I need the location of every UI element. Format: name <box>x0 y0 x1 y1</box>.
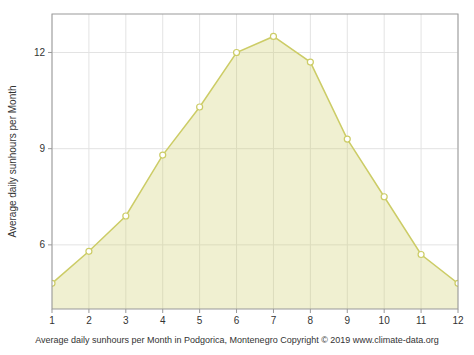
y-tick-label: 6 <box>39 239 45 250</box>
data-layer <box>52 33 458 309</box>
plot-frame <box>52 14 458 309</box>
marker <box>344 136 350 142</box>
x-tick-label: 3 <box>123 315 129 326</box>
x-tick-label: 1 <box>49 315 55 326</box>
grid <box>52 14 458 309</box>
x-tick <box>199 309 200 313</box>
y-tick <box>48 52 52 53</box>
x-tick-label: 8 <box>308 315 314 326</box>
x-tick-label: 10 <box>379 315 391 326</box>
chart-container: 1234567891011126912Average daily sunhour… <box>0 0 474 355</box>
x-tick <box>236 309 237 313</box>
x-axis-label: Average daily sunhours per Month in Podg… <box>35 335 439 345</box>
marker <box>86 248 92 254</box>
x-tick <box>162 309 163 313</box>
x-tick <box>310 309 311 313</box>
y-tick-label: 9 <box>39 143 45 154</box>
x-tick-label: 7 <box>271 315 277 326</box>
y-axis-label: Average daily sunhours per Month <box>7 85 18 237</box>
x-tick <box>88 309 89 313</box>
x-tick <box>384 309 385 313</box>
x-tick <box>421 309 422 313</box>
marker <box>381 194 387 200</box>
marker <box>234 49 240 55</box>
x-tick <box>52 309 53 313</box>
marker <box>418 251 424 257</box>
chart-svg: 1234567891011126912Average daily sunhour… <box>0 0 474 355</box>
marker <box>160 152 166 158</box>
x-tick-label: 6 <box>234 315 240 326</box>
y-tick <box>48 148 52 149</box>
marker <box>197 104 203 110</box>
y-tick-label: 12 <box>34 47 46 58</box>
line <box>52 36 458 283</box>
area <box>52 36 458 309</box>
x-tick-label: 2 <box>86 315 92 326</box>
x-tick <box>347 309 348 313</box>
marker <box>307 59 313 65</box>
x-tick <box>125 309 126 313</box>
x-tick-label: 4 <box>160 315 166 326</box>
y-tick <box>48 244 52 245</box>
x-tick <box>273 309 274 313</box>
marker <box>270 33 276 39</box>
x-tick-label: 5 <box>197 315 203 326</box>
x-tick-label: 12 <box>452 315 464 326</box>
x-tick-label: 11 <box>416 315 427 326</box>
axes: 1234567891011126912 <box>34 47 464 326</box>
x-tick <box>458 309 459 313</box>
x-tick-label: 9 <box>344 315 350 326</box>
marker <box>123 213 129 219</box>
